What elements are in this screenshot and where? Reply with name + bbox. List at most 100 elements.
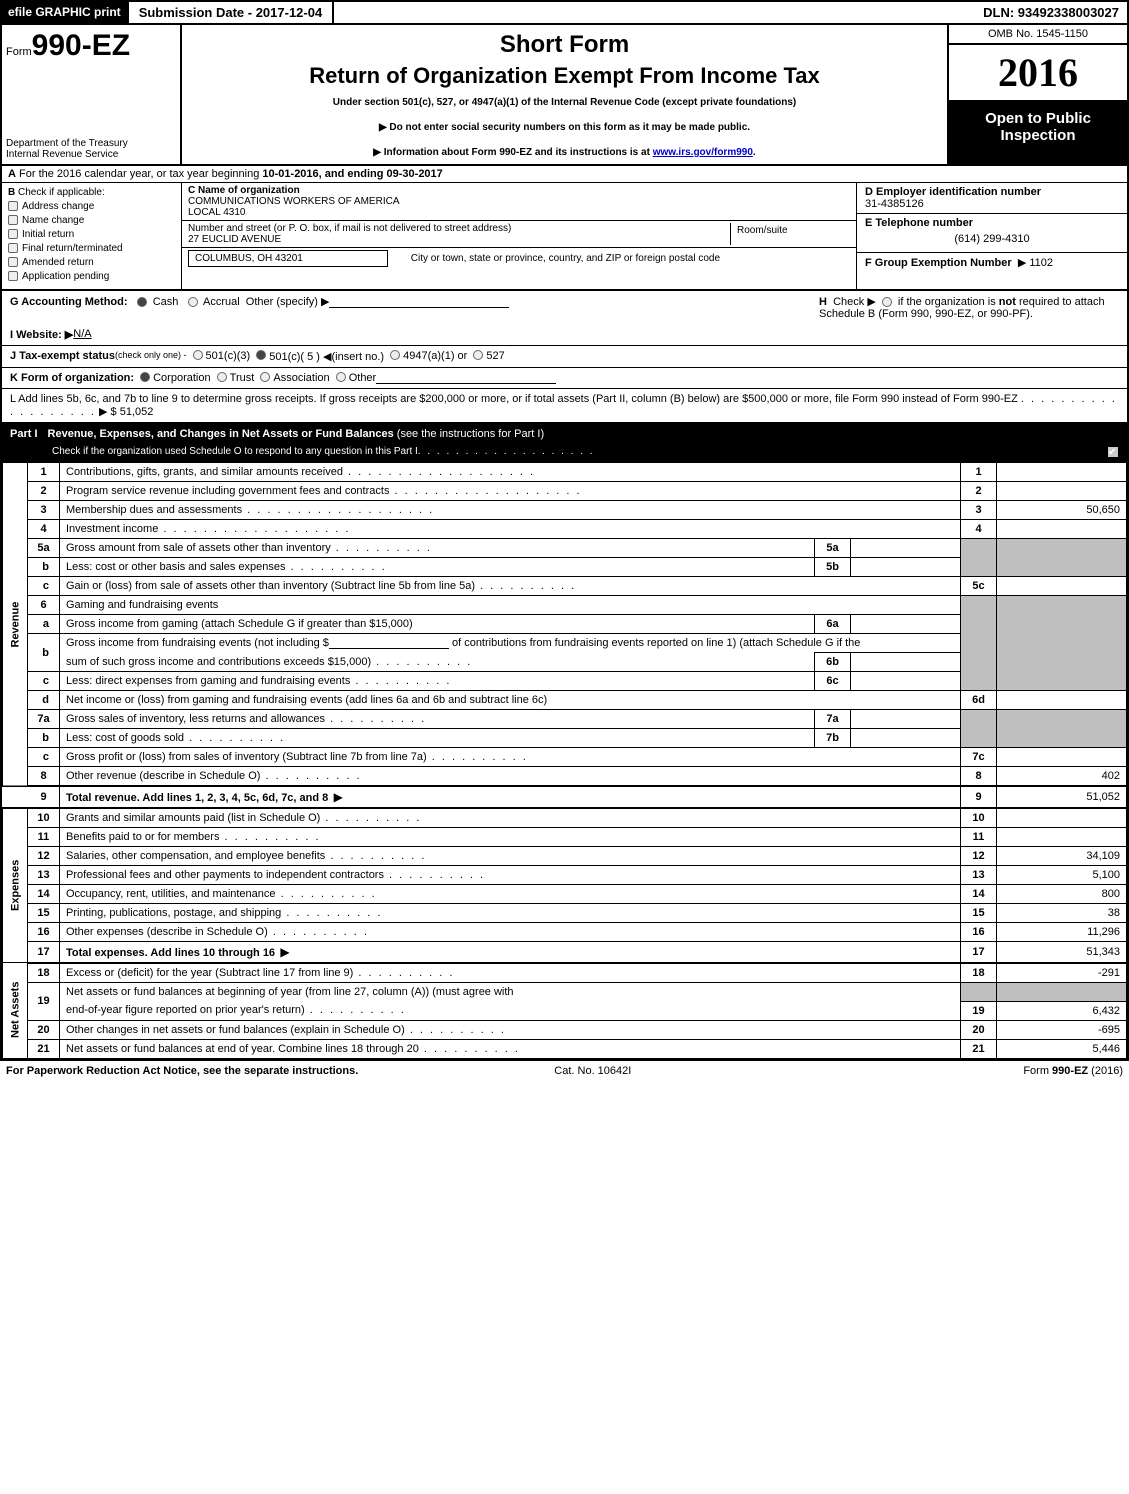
form-990ez-page: efile GRAPHIC print Submission Date - 20…	[0, 0, 1129, 1061]
efile-print-button[interactable]: efile GRAPHIC print	[2, 2, 127, 23]
chk-name[interactable]	[8, 215, 18, 225]
info-note-post: .	[753, 147, 756, 158]
ln-15: 15	[28, 904, 60, 923]
d-6b-2: sum of such gross income and contributio…	[66, 656, 472, 668]
d-21: Net assets or fund balances at end of ye…	[66, 1043, 520, 1055]
g-label: G Accounting Method:	[10, 296, 128, 308]
part1-title: Revenue, Expenses, and Changes in Net As…	[48, 428, 397, 440]
chk-pending[interactable]	[8, 271, 18, 281]
rowa-pre: For the 2016 calendar year, or tax year …	[19, 168, 262, 180]
g-other-line[interactable]	[329, 296, 509, 308]
radio-cash[interactable]	[137, 297, 147, 307]
table-row: c Gross profit or (loss) from sales of i…	[3, 748, 1127, 767]
footer-right-pre: Form	[1023, 1065, 1052, 1077]
radio-corp[interactable]	[140, 372, 150, 382]
ln-7a: 7a	[28, 710, 60, 729]
h-label: H	[819, 296, 827, 308]
netassets-sidelabel: Net Assets	[3, 963, 28, 1058]
shade-19	[961, 983, 997, 1002]
chk-address[interactable]	[8, 201, 18, 211]
org-city: COLUMBUS, OH 43201	[188, 250, 388, 267]
info-note-pre: ▶ Information about Form 990-EZ and its …	[373, 147, 652, 158]
d-6: Gaming and fundraising events	[60, 596, 961, 615]
ln-9: 9	[28, 786, 60, 808]
irs-link[interactable]: www.irs.gov/form990	[653, 147, 753, 158]
d-19b: end-of-year figure reported on prior yea…	[66, 1004, 406, 1016]
d-11: Benefits paid to or for members	[66, 831, 321, 843]
b-init: Initial return	[22, 229, 74, 240]
expenses-sidelabel: Expenses	[3, 808, 28, 963]
ref-17: 17	[961, 942, 997, 964]
amt-15: 38	[997, 904, 1127, 923]
samt-5b	[851, 558, 961, 577]
row-j: J Tax-exempt status(check only one) - 50…	[2, 346, 1127, 368]
radio-accrual[interactable]	[188, 297, 198, 307]
ln-1: 1	[28, 463, 60, 482]
c-city-lbl: City or town, state or province, country…	[411, 253, 720, 264]
sref-7a: 7a	[815, 710, 851, 729]
radio-other[interactable]	[336, 372, 346, 382]
ln-7b: b	[28, 729, 60, 748]
table-row: 9 Total revenue. Add lines 1, 2, 3, 4, 5…	[3, 786, 1127, 808]
f-grp-lbl: F Group Exemption Number	[865, 257, 1012, 269]
h-text1: Check ▶	[833, 296, 876, 308]
part1-checkbox[interactable]: ✔	[1107, 446, 1119, 458]
l-amt-pre: ▶ $	[99, 406, 120, 418]
form-header: Form990-EZ Department of the Treasury In…	[2, 25, 1127, 166]
shade-5amt	[997, 539, 1127, 577]
j-o1: 501(c)(3)	[206, 350, 251, 362]
amt-4	[997, 520, 1127, 539]
d-6d: Net income or (loss) from gaming and fun…	[60, 691, 961, 710]
chk-initial[interactable]	[8, 229, 18, 239]
radio-501c3[interactable]	[193, 350, 203, 360]
d-8: Other revenue (describe in Schedule O)	[66, 770, 362, 782]
room-suite: Room/suite	[730, 223, 850, 245]
d-20: Other changes in net assets or fund bala…	[66, 1024, 506, 1036]
amt-21: 5,446	[997, 1039, 1127, 1058]
blank-6b[interactable]	[329, 637, 449, 649]
i-label: I Website: ▶	[10, 328, 73, 341]
part1-note: Check if the organization used Schedule …	[2, 444, 1127, 462]
part1-note-text: Check if the organization used Schedule …	[52, 446, 418, 458]
short-form-title: Short Form	[192, 31, 937, 59]
chk-final[interactable]	[8, 243, 18, 253]
radio-trust[interactable]	[217, 372, 227, 382]
rowa-mid: , and ending	[319, 168, 387, 180]
ln-20: 20	[28, 1020, 60, 1039]
ln-19: 19	[28, 983, 60, 1021]
revenue-sidelabel: Revenue	[3, 463, 28, 787]
ln-4: 4	[28, 520, 60, 539]
ln-6b: b	[28, 634, 60, 672]
ref-13: 13	[961, 866, 997, 885]
b-name: Name change	[22, 215, 84, 226]
d-14: Occupancy, rent, utilities, and maintena…	[66, 888, 377, 900]
row-l: L Add lines 5b, 6c, and 7b to line 9 to …	[2, 389, 1127, 424]
amt-17: 51,343	[997, 942, 1127, 964]
row-h: H Check ▶ if the organization is not req…	[819, 295, 1119, 320]
radio-527[interactable]	[473, 350, 483, 360]
table-row: 16 Other expenses (describe in Schedule …	[3, 923, 1127, 942]
ref-16: 16	[961, 923, 997, 942]
ref-12: 12	[961, 847, 997, 866]
table-row: 8 Other revenue (describe in Schedule O)…	[3, 767, 1127, 787]
f-group-block: F Group Exemption Number ▶ 1102	[857, 253, 1127, 272]
j-note: (check only one) -	[115, 350, 187, 360]
d-5a: Gross amount from sale of assets other t…	[66, 542, 432, 554]
radio-501c[interactable]	[256, 350, 266, 360]
chk-h[interactable]	[882, 297, 892, 307]
b-final: Final return/terminated	[22, 243, 123, 254]
k-other-line[interactable]	[376, 372, 556, 384]
table-row: 17 Total expenses. Add lines 10 through …	[3, 942, 1127, 964]
part1-label: Part I	[10, 428, 48, 440]
chk-amended[interactable]	[8, 257, 18, 267]
header-right: OMB No. 1545-1150 2016 Open to Public In…	[947, 25, 1127, 164]
table-row: 7a Gross sales of inventory, less return…	[3, 710, 1127, 729]
radio-4947[interactable]	[390, 350, 400, 360]
return-title: Return of Organization Exempt From Incom…	[192, 63, 937, 89]
header-mid: Short Form Return of Organization Exempt…	[182, 25, 947, 164]
org-name-2: LOCAL 4310	[188, 207, 850, 218]
radio-assoc[interactable]	[260, 372, 270, 382]
d-13: Professional fees and other payments to …	[66, 869, 485, 881]
k-label: K Form of organization:	[10, 372, 134, 384]
dept-line2: Internal Revenue Service	[6, 149, 176, 160]
